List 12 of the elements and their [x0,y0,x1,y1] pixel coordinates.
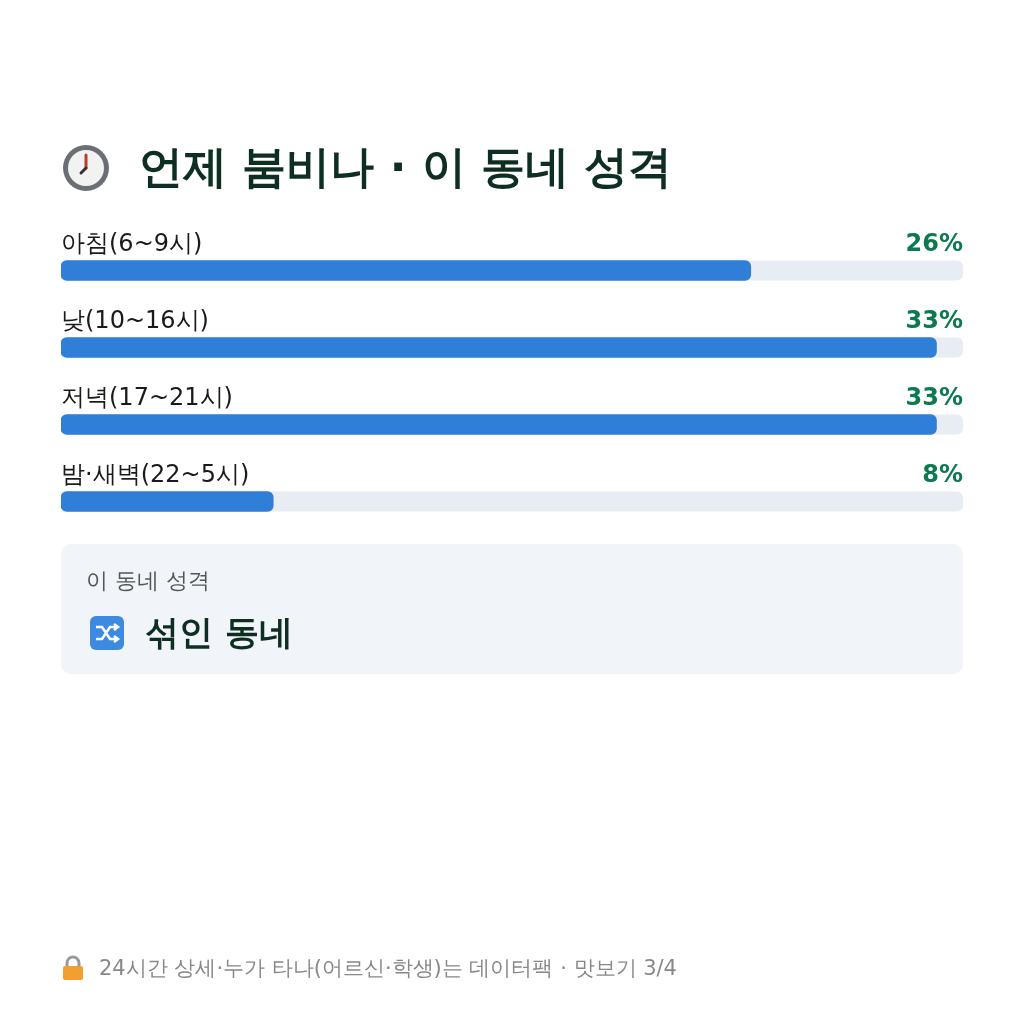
data-label: 8% [922,459,963,488]
data-label: 26% [905,228,963,257]
text: 24시간 상세·누가 타나(어르신·학생)는 데이터팩 · 맛보기 3/4 [99,955,677,982]
y-tick-label: 밤·새벽(22~5시) [61,459,250,488]
y-tick-label: 아침(6~9시) [61,228,203,257]
chart-title: 언제 붐비나 · 이 동네 성격 [139,140,673,194]
y-tick-label: 저녁(17~21시) [61,382,233,411]
data-label: 33% [905,305,963,334]
text: 이 동네 성격 [86,567,210,595]
data-label: 33% [905,382,963,411]
text: 섞인 동네 [145,611,293,654]
y-tick-label: 낮(10~16시) [61,305,209,334]
